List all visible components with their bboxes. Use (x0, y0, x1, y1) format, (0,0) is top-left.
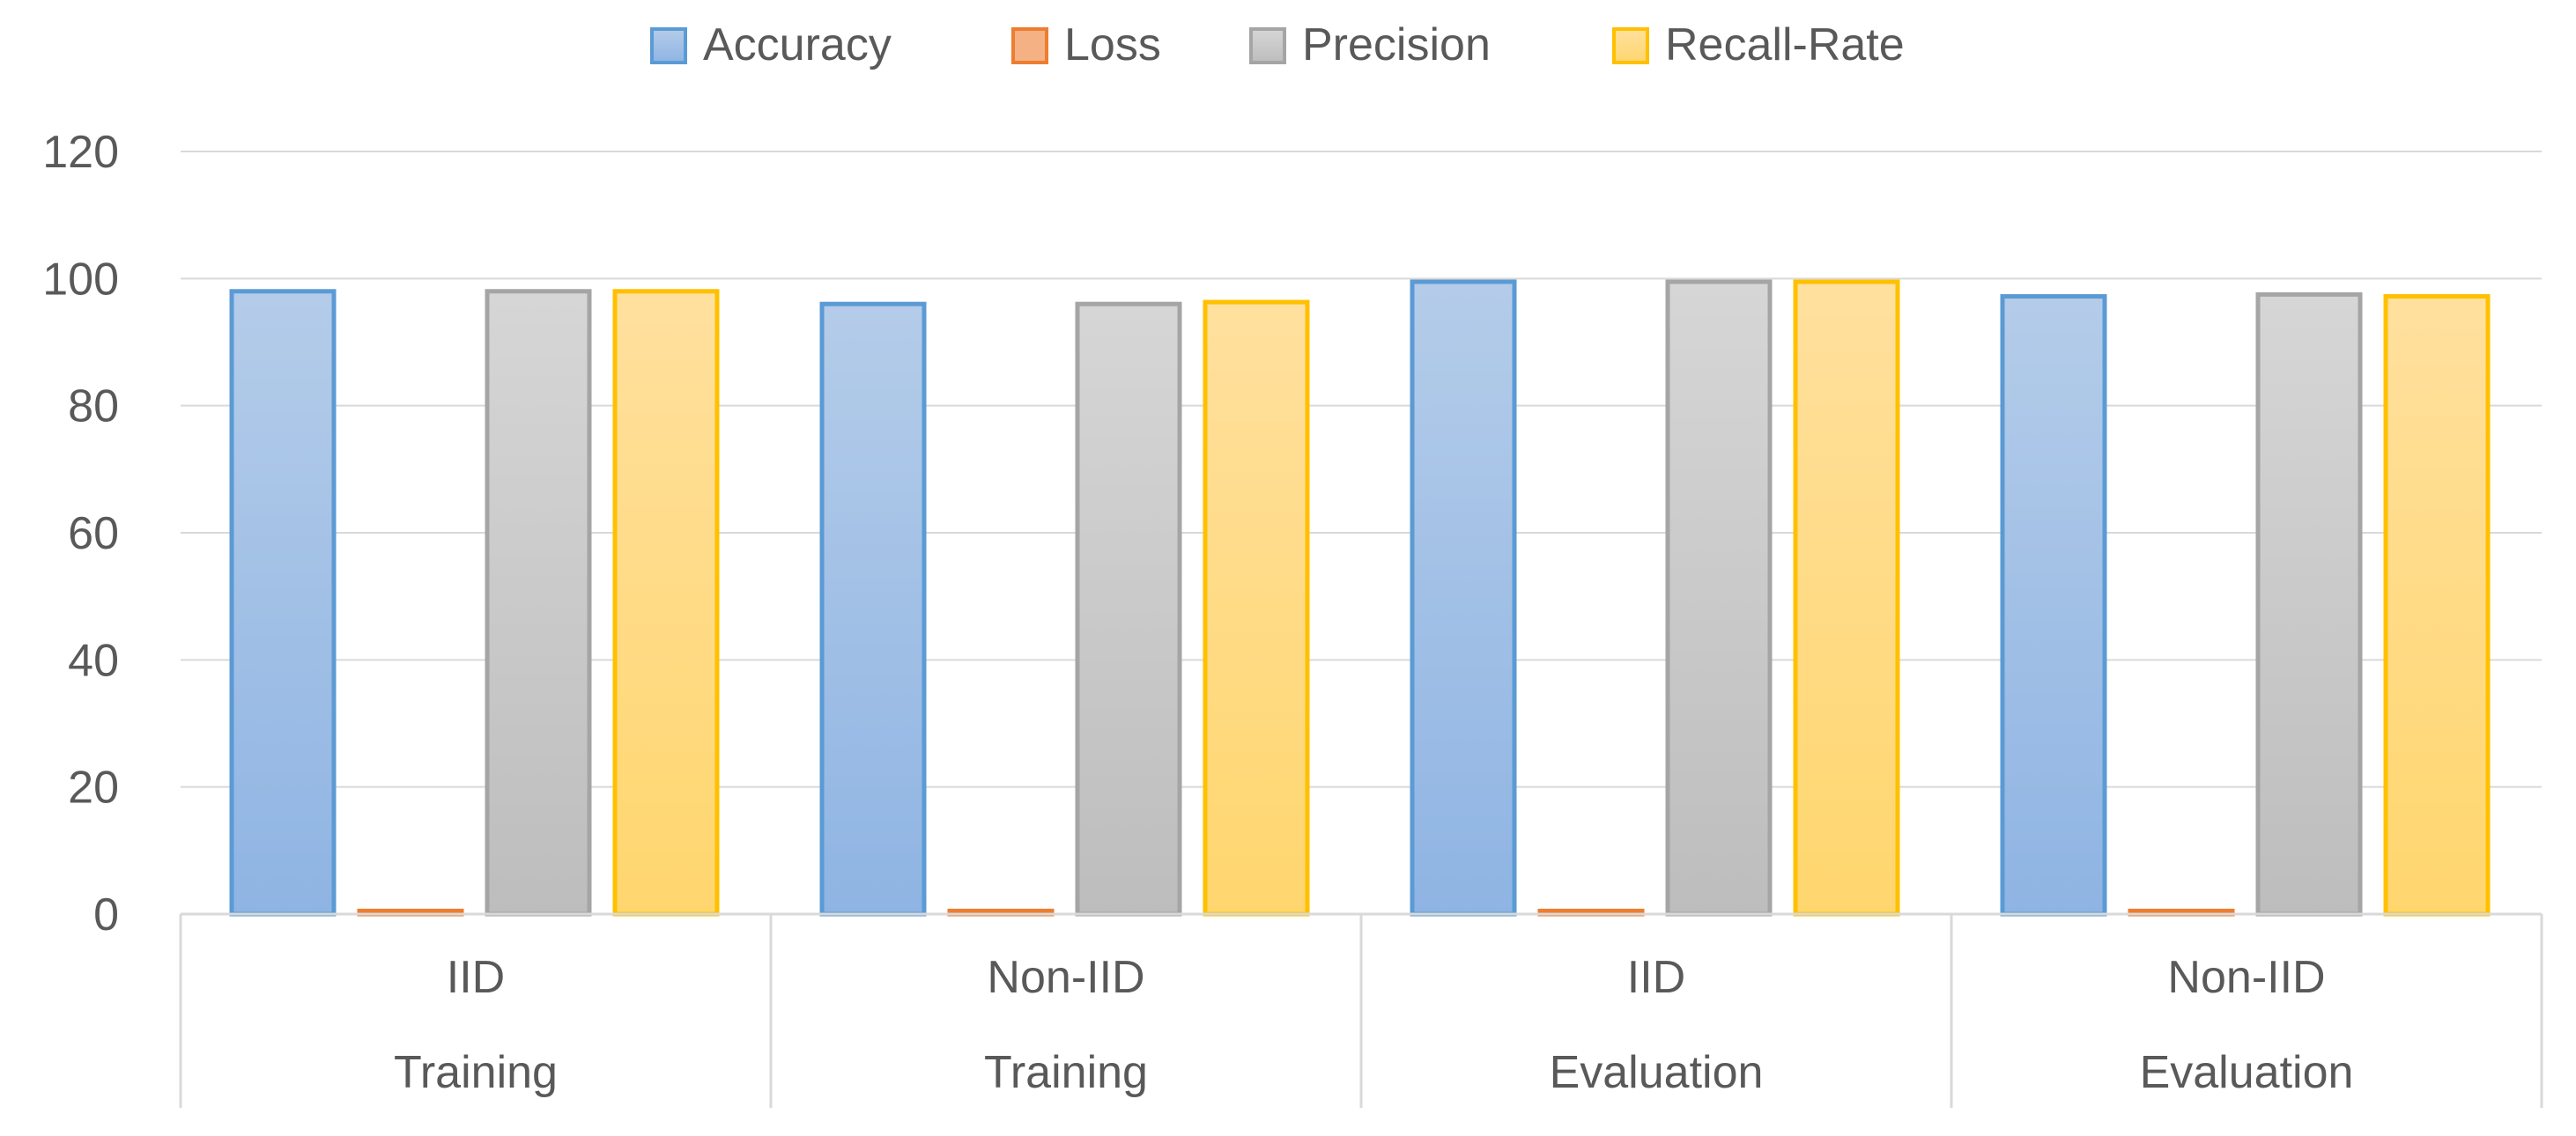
bar-accuracy-3 (2000, 294, 2107, 917)
bar-accuracy-1 (819, 301, 927, 917)
x-sub-category-label: IID (1627, 952, 1685, 1003)
chart-legend: Accuracy Loss Precision Recall-Rate (650, 19, 1905, 70)
legend-label-accuracy: Accuracy (703, 19, 892, 70)
x-sub-category-label: IID (447, 952, 505, 1003)
bar-recall-rate-1 (1203, 299, 1310, 917)
legend-label-recall-rate: Recall-Rate (1665, 19, 1905, 70)
y-tick-label: 120 (42, 127, 119, 178)
y-axis-ticks: 0 20 40 60 80 100 120 (42, 127, 119, 941)
y-tick-label: 100 (42, 254, 119, 305)
y-tick-label: 40 (68, 635, 119, 686)
y-tick-label: 60 (68, 508, 119, 559)
x-group-label: Training (394, 1047, 558, 1098)
bar-precision-2 (1665, 279, 1773, 917)
legend-swatch-accuracy (650, 27, 687, 64)
bar-accuracy-2 (1410, 279, 1517, 917)
bar-precision-1 (1075, 301, 1182, 917)
x-group-label: Evaluation (2140, 1047, 2354, 1098)
bar-recall-rate-3 (2383, 294, 2491, 917)
x-sub-category-label: Non-IID (987, 952, 1144, 1003)
bar-accuracy-0 (229, 289, 337, 917)
x-group-label: Training (984, 1047, 1148, 1098)
legend-swatch-recall-rate (1612, 27, 1649, 64)
legend-label-loss: Loss (1064, 19, 1161, 70)
x-sub-category-label: Non-IID (2167, 952, 2325, 1003)
x-axis: IID Training Non-IID Training IID Evaluation N… (179, 912, 2543, 1108)
bar-precision-3 (2255, 291, 2363, 917)
bar-recall-rate-2 (1793, 279, 1900, 917)
legend-swatch-loss (1011, 27, 1048, 64)
y-tick-label: 0 (93, 889, 119, 941)
legend-label-precision: Precision (1302, 19, 1491, 70)
bar-precision-0 (485, 289, 592, 917)
legend-swatch-precision (1249, 27, 1286, 64)
y-tick-label: 20 (68, 763, 119, 814)
bar-recall-rate-0 (612, 289, 720, 917)
bars (229, 279, 2491, 917)
y-tick-label: 80 (68, 381, 119, 432)
x-group-label: Evaluation (1550, 1047, 1764, 1098)
